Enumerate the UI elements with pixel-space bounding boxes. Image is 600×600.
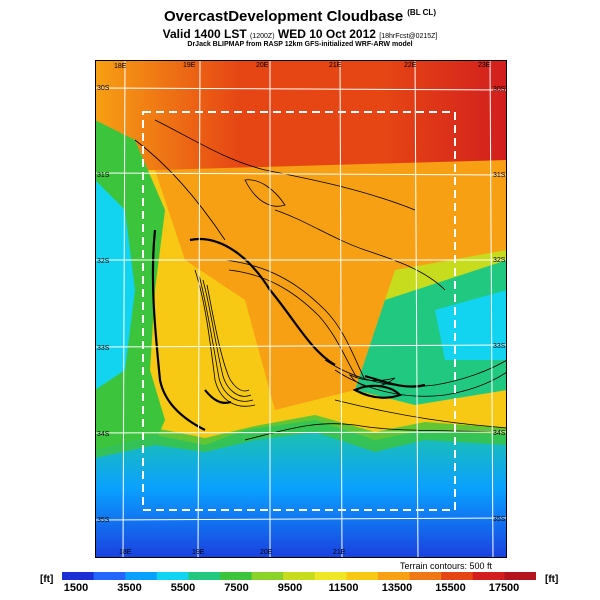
lat-right-label: 30S [493, 86, 506, 93]
title-tag: (BL CL) [407, 8, 436, 17]
colorbar-swatch [441, 572, 474, 580]
lon-top-label: 18E [114, 63, 127, 70]
valid-time: Valid 1400 LST [162, 27, 247, 41]
terrain-contours [134, 119, 507, 441]
colorbar-swatch [346, 572, 379, 580]
lat-left-label: 32S [97, 258, 110, 265]
lat-left-label: 30S [97, 85, 110, 92]
lat-right-label: 33S [493, 343, 506, 350]
east-green-patch [355, 260, 507, 405]
colorbar-unit-left: [ft] [40, 574, 54, 585]
lat-left-label: 33S [97, 345, 110, 352]
map-frame [95, 60, 507, 558]
lat-right-label: 34S [493, 430, 506, 437]
lon-top-label: 22E [404, 62, 417, 69]
colorbar-tick-label: 7500 [224, 582, 249, 594]
colorbar-swatch [220, 572, 253, 580]
lon-bottom-label: 20E [260, 549, 273, 556]
colorbar-unit-right: [ft] [545, 574, 559, 585]
lat-right-label: 35S [493, 516, 506, 523]
colorbar-swatch [62, 572, 95, 580]
lon-top-label: 20E [256, 62, 269, 69]
model-credit: DrJack BLIPMAP from RASP 12km GFS-initia… [187, 41, 413, 48]
title-text: OvercastDevelopment Cloudbase [164, 8, 404, 25]
colorbar-tick-label: 13500 [381, 582, 413, 594]
colorbar-swatch [251, 572, 284, 580]
lat-right-label: 31S [493, 172, 506, 179]
colorbar-swatch [409, 572, 442, 580]
inner-domain-box [142, 111, 456, 511]
map-title: OvercastDevelopment Cloudbase (BL CL) [0, 8, 600, 25]
lat-right-label: 32S [493, 257, 506, 264]
lat-left-label: 34S [97, 431, 110, 438]
colorbar-swatch [283, 572, 316, 580]
north-band [95, 60, 507, 170]
lon-top-label: 21E [329, 62, 342, 69]
colorbar-swatch [504, 572, 536, 580]
orange-interior [155, 160, 507, 410]
colorbar-ticks: 1500 3500 5500 7500 9500 11500 13500 15500 17500 [62, 582, 536, 596]
lat-left-label: 31S [97, 172, 110, 179]
lat-left-label: 35S [97, 517, 110, 524]
lon-bottom-label: 21E [333, 549, 346, 556]
lon-top-label: 23E [478, 62, 491, 69]
colorbar-tick-label: 11500 [328, 582, 359, 594]
colorbar-swatch [188, 572, 221, 580]
forecast-run: [18hrFcst@0215Z] [379, 33, 438, 40]
colorbar-swatch [93, 572, 126, 580]
colorbar [62, 572, 536, 580]
map-subtitle: Valid 1400 LST (1200Z) WED 10 Oct 2012 [… [0, 27, 600, 41]
terrain-contour-note: Terrain contours: 500 ft [400, 561, 493, 571]
colorbar-tick-label: 9500 [277, 582, 303, 594]
valid-date: WED 10 Oct 2012 [277, 27, 376, 41]
lon-top-label: 19E [183, 62, 196, 69]
colorbar-tick-label: 5500 [170, 582, 196, 594]
cloudbase-map: 18E 19E 20E 21E 22E 23E 18E 19E 20E 21E … [95, 60, 507, 558]
west-coast-cyan [95, 180, 135, 390]
colorbar-tick-label: 15500 [435, 582, 466, 594]
colorbar-swatch [472, 572, 505, 580]
valid-time-z: (1200Z) [250, 33, 275, 40]
colorbar-swatch [314, 572, 347, 580]
colorbar-swatch [156, 572, 189, 580]
colorbar-swatch [378, 572, 411, 580]
lon-bottom-label: 18E [119, 549, 132, 556]
lat-lon-grid [95, 60, 507, 558]
colorbar-tick-label: 1500 [63, 582, 89, 594]
lon-bottom-label: 19E [192, 549, 205, 556]
colorbar-tick-label: 3500 [117, 582, 142, 594]
colorbar-swatch [125, 572, 158, 580]
colorbar-tick-label: 17500 [488, 582, 520, 594]
east-cyan-patch [435, 290, 507, 360]
